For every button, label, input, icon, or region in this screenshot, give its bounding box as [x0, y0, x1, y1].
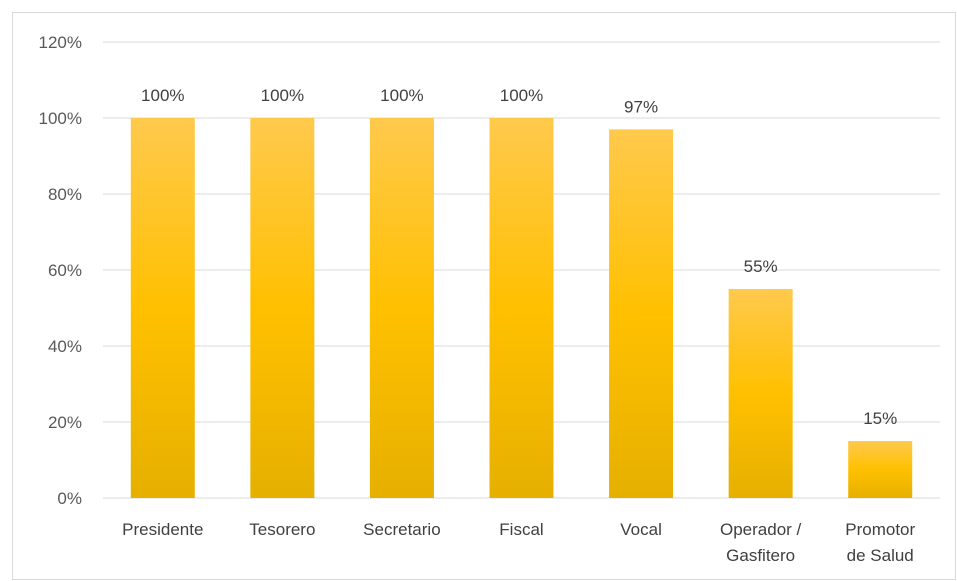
category-label: Presidente: [122, 520, 203, 539]
category-label-line: Vocal: [620, 520, 662, 539]
data-label: 100%: [500, 86, 543, 105]
category-label: Secretario: [363, 520, 440, 539]
bar: [609, 129, 674, 498]
category-label-line: Promotor: [845, 520, 915, 539]
y-tick-label: 100%: [39, 109, 82, 128]
data-label: 100%: [141, 86, 184, 105]
category-label-line: Presidente: [122, 520, 203, 539]
category-label-line: Fiscal: [499, 520, 543, 539]
category-labels: Presidente Tesorero Secretario Fiscal Vocal O…: [122, 520, 915, 565]
y-tick-label: 40%: [48, 337, 82, 356]
category-label: Fiscal: [499, 520, 543, 539]
bar: [369, 118, 434, 498]
category-label: Operador / Gasfitero: [720, 520, 802, 565]
category-label-line: Tesorero: [249, 520, 315, 539]
category-label: Vocal: [620, 520, 662, 539]
category-label-line: Secretario: [363, 520, 440, 539]
category-label: Promotor de Salud: [845, 520, 915, 565]
data-label: 15%: [863, 409, 897, 428]
y-tick-label: 120%: [39, 33, 82, 52]
bar: [130, 118, 195, 498]
bars: [130, 118, 913, 498]
data-label: 100%: [261, 86, 304, 105]
y-tick-label: 0%: [57, 489, 82, 508]
category-label-line: Operador /: [720, 520, 802, 539]
data-label: 55%: [744, 257, 778, 276]
data-labels: 100% 100% 100% 100% 97% 55% 15%: [141, 86, 897, 428]
bar: [489, 118, 554, 498]
data-label: 100%: [380, 86, 423, 105]
bar: [250, 118, 315, 498]
bar: [848, 441, 913, 498]
category-label: Tesorero: [249, 520, 315, 539]
data-label: 97%: [624, 97, 658, 116]
y-tick-label: 60%: [48, 261, 82, 280]
y-tick-label: 20%: [48, 413, 82, 432]
category-label-line: de Salud: [847, 546, 914, 565]
category-label-line: Gasfitero: [726, 546, 795, 565]
y-tick-label: 80%: [48, 185, 82, 204]
y-axis-tick-labels: 0% 20% 40% 60% 80% 100% 120%: [39, 33, 82, 508]
bar: [728, 289, 793, 498]
